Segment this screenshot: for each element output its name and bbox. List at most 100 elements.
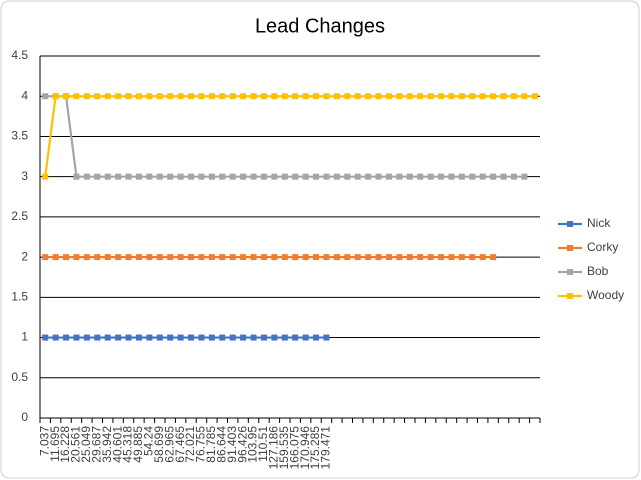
- marker: [167, 173, 174, 180]
- x-tick-label: 175.285: [308, 426, 322, 470]
- marker: [490, 93, 497, 100]
- marker: [188, 254, 195, 261]
- x-tick-label: 166.075: [287, 426, 301, 470]
- marker: [146, 334, 153, 341]
- marker: [229, 254, 236, 261]
- marker: [156, 334, 163, 341]
- marker: [302, 173, 309, 180]
- marker: [156, 93, 163, 100]
- marker: [135, 254, 142, 261]
- marker: [396, 173, 403, 180]
- marker: [208, 254, 215, 261]
- marker: [510, 173, 517, 180]
- marker: [448, 173, 455, 180]
- x-tick-label: 7.037: [37, 426, 51, 456]
- marker: [115, 93, 122, 100]
- marker: [219, 334, 226, 341]
- marker: [292, 254, 299, 261]
- marker: [94, 254, 101, 261]
- marker: [427, 254, 434, 261]
- marker: [240, 334, 247, 341]
- marker: [385, 93, 392, 100]
- x-tick-label: 170.946: [298, 426, 312, 470]
- marker: [344, 173, 351, 180]
- marker: [417, 173, 424, 180]
- marker: [188, 93, 195, 100]
- marker: [333, 93, 340, 100]
- marker: [469, 173, 476, 180]
- y-tick-label: 2.5: [11, 209, 28, 223]
- x-tick-label: 76.755: [194, 426, 208, 463]
- marker: [73, 93, 80, 100]
- marker: [156, 173, 163, 180]
- marker: [94, 173, 101, 180]
- marker: [73, 334, 80, 341]
- marker: [135, 173, 142, 180]
- marker: [427, 173, 434, 180]
- marker: [198, 254, 205, 261]
- marker: [240, 173, 247, 180]
- marker: [177, 334, 184, 341]
- marker: [292, 93, 299, 100]
- marker: [104, 93, 111, 100]
- marker: [302, 254, 309, 261]
- marker: [42, 173, 49, 180]
- x-tick-label: 179.471: [319, 426, 333, 470]
- marker: [323, 173, 330, 180]
- marker: [125, 173, 132, 180]
- marker: [177, 254, 184, 261]
- marker: [208, 334, 215, 341]
- x-tick-label: 127.186: [267, 426, 281, 470]
- legend-label: Corky: [587, 240, 618, 254]
- marker: [313, 93, 320, 100]
- marker: [229, 173, 236, 180]
- marker: [188, 334, 195, 341]
- marker: [385, 173, 392, 180]
- marker: [479, 173, 486, 180]
- marker: [83, 173, 90, 180]
- marker: [104, 254, 111, 261]
- marker: [52, 334, 59, 341]
- y-tick-label: 1: [21, 330, 28, 344]
- marker: [458, 93, 465, 100]
- marker: [479, 93, 486, 100]
- marker: [167, 254, 174, 261]
- marker: [167, 93, 174, 100]
- chart-title: Lead Changes: [255, 15, 385, 37]
- marker: [229, 334, 236, 341]
- marker: [271, 93, 278, 100]
- marker: [198, 93, 205, 100]
- marker: [302, 93, 309, 100]
- marker: [281, 173, 288, 180]
- marker: [229, 93, 236, 100]
- marker: [469, 93, 476, 100]
- marker: [354, 93, 361, 100]
- marker: [115, 254, 122, 261]
- marker: [146, 254, 153, 261]
- marker: [240, 93, 247, 100]
- marker: [83, 334, 90, 341]
- marker: [83, 93, 90, 100]
- marker: [63, 93, 70, 100]
- x-tick-label: 62.965: [162, 426, 176, 463]
- marker: [42, 254, 49, 261]
- marker: [260, 334, 267, 341]
- marker: [94, 334, 101, 341]
- marker: [281, 334, 288, 341]
- x-tick-label: 67.465: [173, 426, 187, 463]
- marker: [125, 254, 132, 261]
- marker: [240, 254, 247, 261]
- marker: [271, 254, 278, 261]
- marker: [406, 93, 413, 100]
- marker: [344, 254, 351, 261]
- marker: [177, 93, 184, 100]
- marker: [438, 173, 445, 180]
- x-tick-label: 96.426: [235, 426, 249, 463]
- marker: [438, 254, 445, 261]
- marker: [271, 173, 278, 180]
- marker: [354, 173, 361, 180]
- legend-marker: [567, 245, 573, 251]
- marker: [469, 254, 476, 261]
- x-tick-label: 72.021: [183, 426, 197, 463]
- x-tick-label: 25.049: [79, 426, 93, 463]
